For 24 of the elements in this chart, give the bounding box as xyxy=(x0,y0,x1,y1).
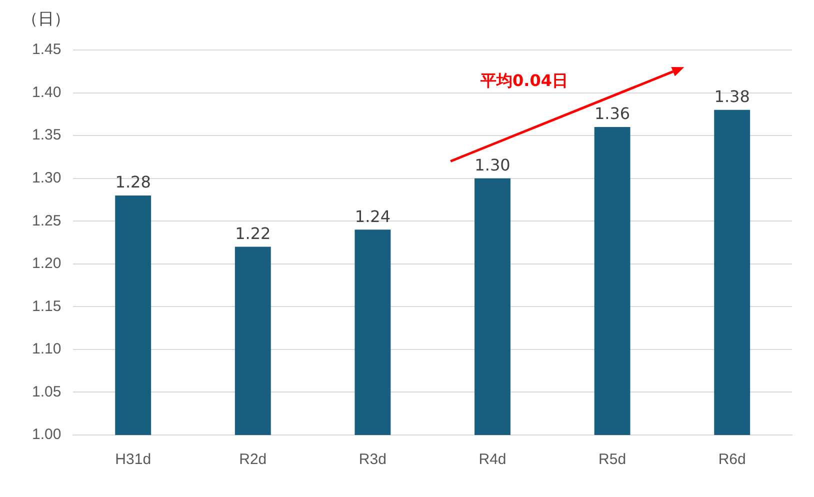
y-tick-label: 1.00 xyxy=(32,426,62,444)
y-tick-label: 1.40 xyxy=(32,84,62,101)
data-label: 1.22 xyxy=(235,224,271,243)
y-axis-title: （日） xyxy=(22,9,70,28)
y-tick-label: 1.30 xyxy=(32,169,62,186)
data-label: 1.24 xyxy=(354,206,391,226)
y-tick-label: 1.15 xyxy=(32,298,62,315)
y-tick-label: 1.20 xyxy=(32,255,62,272)
data-label: 1.30 xyxy=(474,155,510,174)
data-label: 1.38 xyxy=(714,87,750,106)
y-tick-label: 1.25 xyxy=(32,212,62,230)
data-label: 1.28 xyxy=(115,172,151,192)
x-tick-label: R2d xyxy=(239,451,267,468)
data-label: 1.36 xyxy=(594,104,630,124)
x-tick-label: R6d xyxy=(718,451,746,468)
y-tick-label: 1.45 xyxy=(32,41,62,58)
y-tick-label: 1.10 xyxy=(32,340,62,358)
x-tick-label: R5d xyxy=(598,451,626,468)
y-tick-label: 1.05 xyxy=(32,383,62,400)
x-tick-label: R4d xyxy=(478,451,506,468)
y-tick-label: 1.35 xyxy=(32,126,62,144)
annotation: 平均0.04日 xyxy=(480,71,568,92)
x-tick-label: R3d xyxy=(358,451,386,468)
x-tick-label: H31d xyxy=(115,451,152,468)
